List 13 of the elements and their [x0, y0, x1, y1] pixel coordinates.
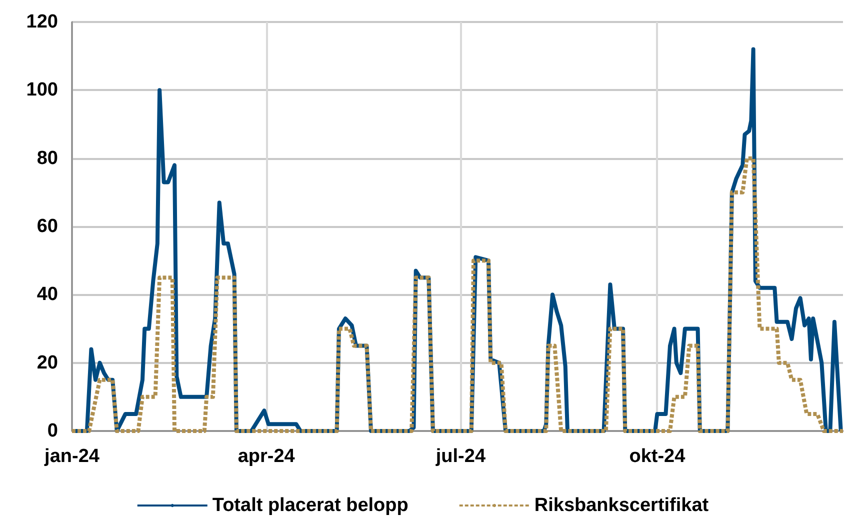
x-tick-label: jul-24 — [434, 446, 486, 467]
legend-label: Riksbankscertifikat — [534, 495, 710, 516]
y-tick-label: 100 — [26, 80, 58, 101]
x-tick-label: jan-24 — [44, 446, 100, 467]
y-tick-label: 120 — [26, 12, 58, 32]
y-tick-label: 0 — [47, 420, 58, 442]
legend-label: Totalt placerat belopp — [212, 495, 408, 516]
x-tick-label: okt-24 — [629, 446, 686, 467]
y-tick-label: 20 — [36, 352, 58, 374]
y-tick-label: 80 — [36, 148, 58, 169]
x-tick-label: apr-24 — [238, 446, 296, 467]
y-tick-label: 40 — [36, 284, 58, 306]
y-tick-label: 60 — [36, 216, 58, 237]
